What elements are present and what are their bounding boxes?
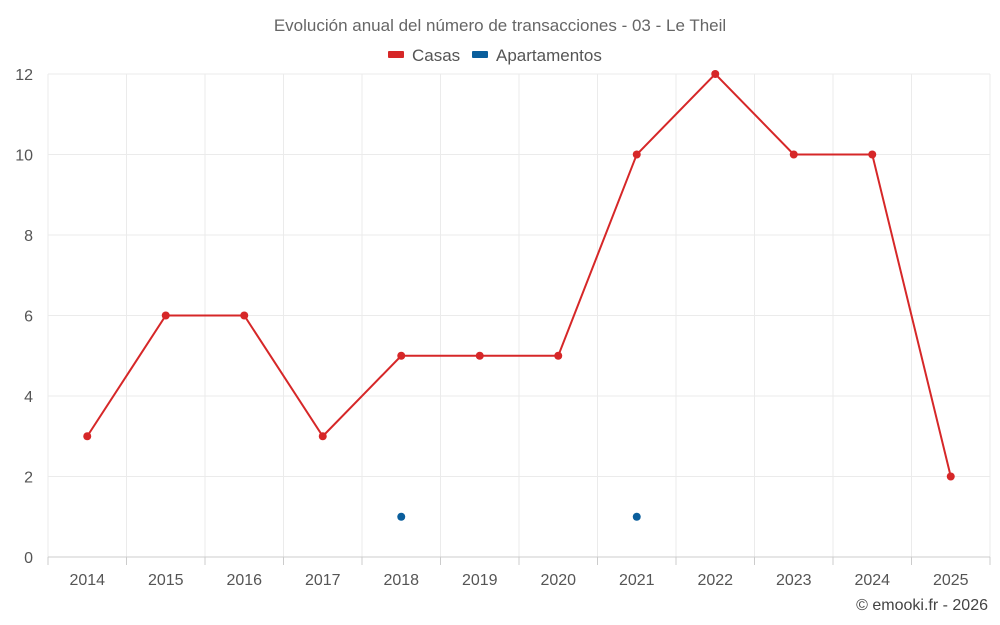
- data-point-casas-2023[interactable]: [789, 150, 798, 159]
- data-point-casas-2019[interactable]: [475, 351, 484, 360]
- y-tick-label: 0: [24, 550, 33, 567]
- chart-title: Evolución anual del número de transaccio…: [274, 16, 726, 35]
- legend-item-casas[interactable]: Casas: [388, 46, 460, 65]
- data-point-casas-2015[interactable]: [161, 311, 170, 320]
- y-tick-label: 12: [15, 67, 33, 84]
- legend: Casas Apartamentos: [388, 46, 602, 65]
- data-point-casas-2022[interactable]: [711, 70, 720, 78]
- x-tick-label: 2018: [383, 572, 419, 589]
- data-point-casas-2016[interactable]: [240, 311, 249, 320]
- x-tick-label: 2014: [69, 572, 105, 589]
- x-tick-label: 2015: [148, 572, 184, 589]
- x-tick-label: 2025: [933, 572, 969, 589]
- y-tick-label: 8: [24, 228, 33, 245]
- data-point-casas-2018[interactable]: [397, 351, 406, 360]
- series-line-casas: [86, 72, 952, 477]
- x-tick-label: 2023: [776, 572, 812, 589]
- legend-swatch-casas: [388, 51, 404, 58]
- series-group: [83, 70, 955, 521]
- data-point-apartamentos-2021[interactable]: [632, 512, 641, 521]
- data-point-apartamentos-2018[interactable]: [397, 512, 406, 521]
- y-axis-ticks: 0 2 4 6 8 10 12: [15, 67, 33, 567]
- x-tick-label: 2016: [226, 572, 262, 589]
- legend-label-apartamentos: Apartamentos: [496, 46, 602, 65]
- legend-label-casas: Casas: [412, 46, 460, 65]
- x-tick-label: 2019: [462, 572, 498, 589]
- x-tick-label: 2024: [854, 572, 890, 589]
- y-tick-label: 6: [24, 309, 33, 326]
- data-point-casas-2024[interactable]: [868, 150, 877, 159]
- data-point-casas-2014[interactable]: [83, 432, 92, 441]
- x-axis-ticks: 2014 2015 2016 2017 2018 2019 2020 2021 2022 2023…: [47, 557, 991, 589]
- x-tick-label: 2017: [305, 572, 341, 589]
- x-tick-label: 2021: [619, 572, 655, 589]
- credit-text: © emooki.fr - 2026: [856, 597, 988, 614]
- data-point-casas-2020[interactable]: [554, 351, 563, 360]
- data-point-casas-2017[interactable]: [318, 432, 327, 441]
- legend-swatch-apartamentos: [472, 51, 488, 58]
- x-tick-label: 2022: [697, 572, 733, 589]
- data-point-casas-2025[interactable]: [946, 472, 955, 481]
- y-tick-label: 2: [24, 470, 33, 487]
- data-point-casas-2021[interactable]: [632, 150, 641, 159]
- y-tick-label: 4: [24, 389, 33, 406]
- x-tick-label: 2020: [540, 572, 576, 589]
- y-tick-label: 10: [15, 148, 33, 165]
- legend-item-apartamentos[interactable]: Apartamentos: [472, 46, 602, 65]
